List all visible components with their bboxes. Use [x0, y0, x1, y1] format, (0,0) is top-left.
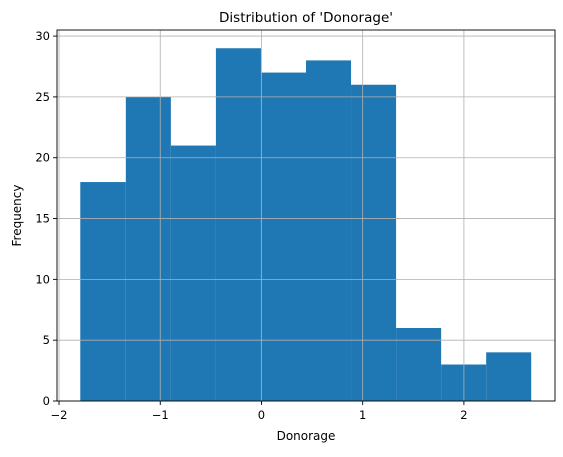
y-tick-label: 20 — [35, 151, 50, 165]
chart-title: Distribution of 'Donorage' — [219, 10, 393, 26]
y-tick-label: 25 — [35, 90, 50, 104]
x-axis-label: Donorage — [277, 429, 336, 443]
x-tick-label: 1 — [359, 408, 366, 422]
histogram-bar — [396, 328, 442, 401]
x-tick-label: −2 — [51, 408, 68, 422]
y-tick-label: 5 — [43, 333, 50, 347]
histogram-bar — [215, 48, 261, 401]
histogram-bar — [80, 182, 126, 401]
y-tick-label: 0 — [43, 394, 50, 408]
x-tick-label: −1 — [152, 408, 169, 422]
plot-frame — [56, 29, 556, 402]
x-tick-label: 2 — [460, 408, 467, 422]
grid — [57, 30, 555, 402]
histogram-bars — [80, 48, 532, 402]
histogram-bar — [170, 145, 216, 401]
y-tick-label: 30 — [35, 29, 50, 43]
histogram-bar — [260, 72, 306, 401]
y-tick-label: 10 — [35, 272, 50, 286]
histogram-bar — [125, 96, 171, 402]
y-axis-label: Frequency — [10, 185, 24, 247]
x-tick-label: 0 — [258, 408, 265, 422]
histogram-bar — [351, 84, 397, 402]
histogram-bar — [486, 352, 532, 401]
y-tick-label: 15 — [35, 212, 50, 226]
histogram-bar — [306, 60, 352, 401]
